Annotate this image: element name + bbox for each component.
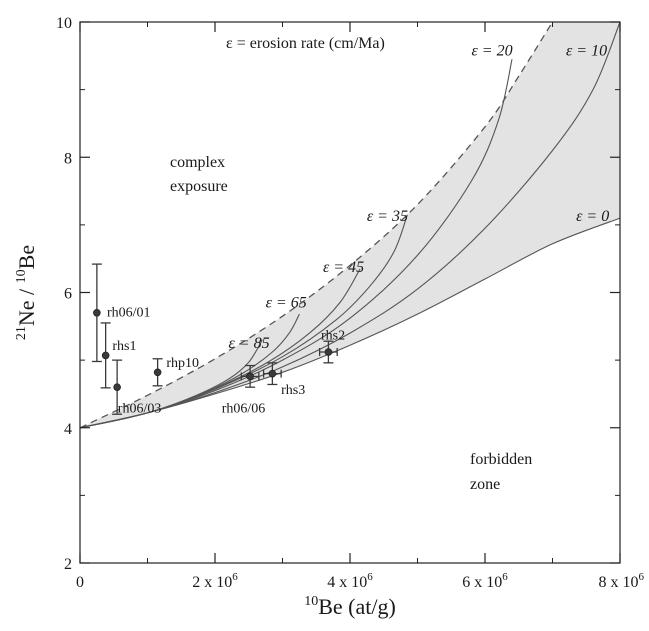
sample-label: rhs1 xyxy=(112,339,136,354)
sample-marker xyxy=(93,308,101,317)
sample-point-rhp10: rhp10 xyxy=(152,356,199,387)
x-tick-label-exponent: 6 xyxy=(232,571,238,583)
x-tick-label-base: 2 x 10 xyxy=(192,574,232,591)
sample-label: rhs2 xyxy=(321,328,345,343)
erosion-rate-definition: ε = erosion rate (cm/Ma) xyxy=(226,35,385,52)
sample-point-rh06-03: rh06/03 xyxy=(112,359,162,416)
y-tick-label: 8 xyxy=(64,150,72,167)
sample-label: rhs3 xyxy=(281,383,305,398)
sample-point-rhs1: rhs1 xyxy=(100,322,137,389)
sample-point-rh06-01: rh06/01 xyxy=(91,263,151,363)
erosion-curve-10 xyxy=(79,21,621,429)
y-axis-title: 21Ne / 10Be xyxy=(14,245,39,340)
sample-label: rh06/03 xyxy=(118,401,162,416)
sample-point-rhs2: rhs2 xyxy=(318,328,345,364)
y-tick-label: 2 xyxy=(64,556,72,573)
sample-marker xyxy=(268,369,277,378)
steady-state-dashed-curve xyxy=(79,21,554,429)
y-axis-title-end: Be xyxy=(14,245,39,269)
sample-label: rh06/01 xyxy=(107,305,151,320)
erosion-curve-85 xyxy=(79,339,263,429)
erosion-curve-label: ε = 85 xyxy=(229,335,270,352)
erosion-curve-label: ε = 10 xyxy=(566,42,607,59)
x-tick-label: 2 x 106 xyxy=(192,571,238,591)
x-tick-label: 0 xyxy=(76,574,84,591)
samples-layer: rh06/01 rhs1 rh06/03 rhp10 rh06/06 rhs3 rhs2 xyxy=(91,263,345,416)
complex-exposure-label-line2: exposure xyxy=(170,178,228,195)
x-axis-title-superscript: 10 xyxy=(304,594,318,609)
steady-state-erosion-island xyxy=(80,22,620,428)
x-tick-label-base: 6 x 10 xyxy=(462,574,502,591)
x-axis-title: 10Be (at/g) xyxy=(304,594,396,619)
y-axis-title-superscript-1: 21 xyxy=(14,326,29,340)
curves-layer xyxy=(79,21,621,429)
x-tick-label-base: 8 x 10 xyxy=(599,574,639,591)
sample-marker xyxy=(113,383,121,391)
erosion-curve-label: ε = 35 xyxy=(367,208,408,225)
forbidden-zone-label-line1: forbidden xyxy=(470,451,532,468)
y-axis-title-superscript-2: 10 xyxy=(14,269,29,283)
sample-marker xyxy=(324,348,333,356)
sample-label: rhp10 xyxy=(166,356,199,371)
sample-point-rhs3: rhs3 xyxy=(262,362,305,398)
sample-marker xyxy=(246,372,254,381)
erosion-curve-label: ε = 0 xyxy=(576,208,609,225)
x-tick-label-base: 4 x 10 xyxy=(327,574,367,591)
y-tick-label: 6 xyxy=(64,286,72,303)
shaded-region xyxy=(80,22,620,428)
y-tick-label: 4 xyxy=(64,421,72,438)
erosion-curve-label: ε = 20 xyxy=(472,42,513,59)
forbidden-zone-label-line2: zone xyxy=(470,476,500,493)
x-tick-label: 8 x 106 xyxy=(599,571,645,591)
sample-point-rh06-06: rh06/06 xyxy=(222,364,266,416)
y-axis-title-middle: Ne / xyxy=(14,283,39,326)
x-tick-label: 6 x 106 xyxy=(462,571,508,591)
erosion-curve-label: ε = 65 xyxy=(266,295,307,312)
labels-layer: ε = 85 ε = 65 ε = 45 ε = 35 ε = 20 ε = 10 ε = … xyxy=(229,42,610,352)
sample-label: rh06/06 xyxy=(222,401,266,416)
x-axis-title-text: Be (at/g) xyxy=(318,594,396,619)
x-tick-label-exponent: 6 xyxy=(639,571,645,583)
y-tick-label: 10 xyxy=(56,15,72,32)
erosion-curve-label: ε = 45 xyxy=(323,259,364,276)
x-tick-label-exponent: 6 xyxy=(502,571,508,583)
complex-exposure-label-line1: complex xyxy=(170,154,225,171)
x-tick-label-base: 0 xyxy=(76,574,84,591)
x-tick-label-exponent: 6 xyxy=(367,571,373,583)
sample-marker xyxy=(101,351,110,360)
x-tick-label: 4 x 106 xyxy=(327,571,373,591)
sample-marker xyxy=(153,368,162,377)
